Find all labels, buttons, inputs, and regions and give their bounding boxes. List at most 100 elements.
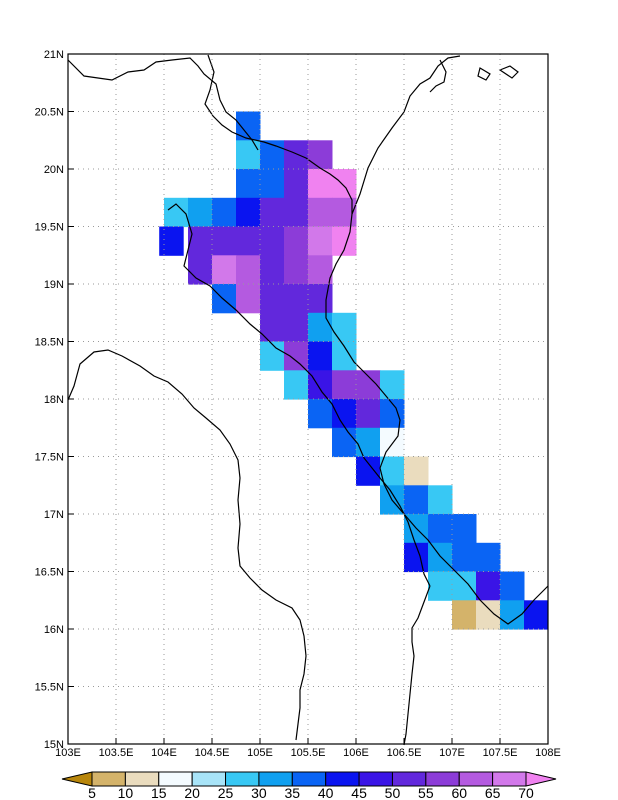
data-cell	[404, 456, 429, 486]
data-cell	[236, 111, 261, 141]
y-tick-label: 20N	[44, 164, 64, 176]
data-cell	[332, 399, 357, 429]
data-cell	[236, 226, 261, 256]
y-tick-label: 15.5N	[35, 682, 64, 694]
data-cell	[308, 140, 333, 170]
y-tick-label: 18.5N	[35, 337, 64, 349]
colorbar-segment	[525, 771, 557, 787]
data-cell	[188, 226, 213, 256]
data-cell	[332, 169, 357, 199]
y-tick-label: 19N	[44, 279, 64, 291]
data-cell	[236, 140, 261, 170]
data-cell	[380, 456, 405, 486]
x-tick-label: 103E	[55, 747, 81, 759]
colorbar-segment	[358, 771, 393, 787]
colorbar-label: 5	[88, 785, 96, 800]
data-cell	[428, 542, 453, 573]
data-cell	[356, 399, 381, 429]
data-cell	[308, 197, 333, 228]
colorbar-label: 40	[318, 785, 334, 800]
x-tick-label: 107E	[439, 747, 465, 759]
y-tick-label: 17.5N	[35, 452, 64, 464]
data-cell	[380, 427, 405, 458]
colorbar-segment	[124, 771, 160, 787]
data-cell	[284, 341, 309, 371]
colorbar-segment	[458, 771, 494, 787]
data-cell	[524, 600, 549, 630]
colorbar-segment	[191, 771, 227, 787]
data-cell	[260, 255, 285, 285]
data-cell	[380, 370, 405, 400]
data-cell	[284, 312, 309, 343]
coastline-and-borders	[67, 54, 549, 746]
data-cell	[284, 370, 309, 400]
data-cell	[428, 571, 453, 601]
y-tick-label: 16N	[44, 624, 64, 636]
data-cell	[159, 226, 184, 256]
data-cell	[356, 456, 381, 486]
data-cell	[212, 226, 237, 256]
data-cell	[284, 197, 309, 228]
y-tick-label: 20.5N	[35, 107, 64, 119]
data-cell	[260, 169, 285, 199]
data-cell	[308, 284, 333, 314]
colorbar-segment	[225, 771, 260, 787]
colorbar-label: 15	[151, 785, 167, 800]
data-cell	[284, 284, 309, 314]
x-tick-label: 107.5E	[483, 747, 518, 759]
data-cell	[332, 370, 357, 400]
data-cells	[159, 111, 549, 630]
x-tick-label: 106.5E	[387, 747, 422, 759]
data-cell	[260, 197, 285, 228]
colorbar-segment	[492, 771, 527, 787]
data-cell	[476, 542, 501, 573]
colorbar-labels: 5 10 15 20 25 30 35 40 45 50 55 60 65 70	[88, 785, 534, 800]
colorbar-label: 25	[218, 785, 234, 800]
data-cell	[452, 600, 477, 630]
colorbar-segment	[158, 771, 193, 787]
y-axis-labels: 15N 15.5N 16N 16.5N 17N 17.5N 18N 18.5N 19N 19.5N…	[35, 49, 64, 751]
data-cell	[284, 169, 309, 199]
colorbar-segment	[258, 771, 293, 787]
data-cell	[188, 197, 213, 228]
data-cell	[308, 312, 333, 343]
data-cell	[404, 485, 429, 515]
data-cell	[212, 255, 237, 285]
x-tick-label: 103.5E	[99, 747, 134, 759]
colorbar-label: 45	[351, 785, 367, 800]
data-cell	[260, 226, 285, 256]
data-cell	[308, 341, 333, 371]
colorbar-segment	[425, 771, 460, 787]
data-cell	[212, 197, 237, 228]
data-cell	[356, 427, 381, 458]
data-cell	[332, 427, 357, 458]
colorbar-label: 35	[285, 785, 301, 800]
data-cell	[452, 514, 477, 544]
data-cell	[284, 140, 309, 170]
colorbar-label: 65	[485, 785, 501, 800]
data-cell	[452, 542, 477, 573]
x-tick-label: 105E	[247, 747, 273, 759]
colorbar-segment	[325, 771, 360, 787]
data-cell	[308, 255, 333, 285]
colorbar-label: 30	[251, 785, 267, 800]
data-cell	[260, 341, 285, 371]
data-cell	[308, 370, 333, 400]
data-cell	[308, 399, 333, 429]
y-tick-label: 15N	[44, 739, 64, 751]
data-cell	[428, 514, 453, 544]
y-tick-label: 16.5N	[35, 567, 64, 579]
colorbar-label: 20	[184, 785, 200, 800]
data-cell	[452, 571, 477, 601]
colorbar-segment	[91, 771, 126, 787]
data-cell	[308, 226, 333, 256]
data-cell	[476, 571, 501, 601]
data-cell	[236, 197, 261, 228]
axis-ticks	[67, 53, 549, 745]
x-tick-label: 108E	[535, 747, 561, 759]
data-cell	[308, 169, 333, 199]
colorbar-label: 10	[118, 785, 134, 800]
colorbar	[61, 771, 557, 787]
x-tick-label: 104E	[151, 747, 177, 759]
